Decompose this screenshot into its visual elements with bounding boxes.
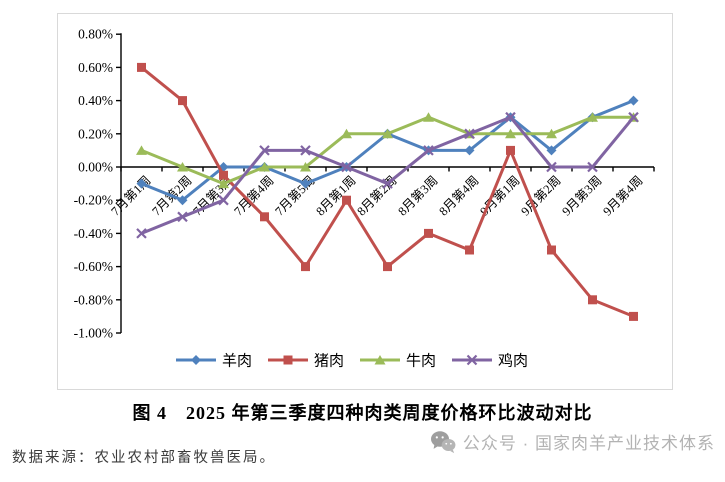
svg-text:8月第1周: 8月第1周 (313, 173, 358, 218)
svg-text:8月第3周: 8月第3周 (395, 173, 440, 218)
svg-text:0.20%: 0.20% (78, 126, 113, 141)
svg-text:鸡肉: 鸡肉 (498, 353, 528, 370)
svg-text:9月第2周: 9月第2周 (518, 173, 563, 218)
svg-text:9月第4周: 9月第4周 (600, 173, 645, 218)
watermark-text: 公众号 · 国家肉羊产业技术体系 (462, 434, 715, 453)
svg-text:0.40%: 0.40% (78, 93, 113, 108)
svg-text:-0.60%: -0.60% (74, 259, 113, 274)
source-note: 数据来源：农业农村部畜牧兽医局。 (12, 450, 276, 466)
svg-text:-0.80%: -0.80% (74, 292, 113, 307)
svg-text:7月第4周: 7月第4周 (231, 173, 276, 218)
svg-text:牛肉: 牛肉 (406, 353, 436, 370)
svg-text:猪肉: 猪肉 (314, 353, 344, 370)
watermark: 公众号 · 国家肉羊产业技术体系 (430, 429, 715, 454)
svg-text:0.80%: 0.80% (78, 27, 113, 42)
svg-text:8月第4周: 8月第4周 (436, 173, 481, 218)
line-chart-svg: 0.80% 0.60% 0.40% 0.20% 0.00% -0.20% -0.40% -0.… (74, 27, 655, 370)
svg-text:-0.20%: -0.20% (74, 193, 113, 208)
svg-text:0.60%: 0.60% (78, 60, 113, 75)
svg-text:-0.40%: -0.40% (74, 226, 113, 241)
svg-text:9月第3周: 9月第3周 (559, 173, 604, 218)
chart-caption: 图 4 2025 年第三季度四种肉类周度价格环比波动对比 (132, 403, 593, 423)
chart-frame: 0.80% 0.60% 0.40% 0.20% 0.00% -0.20% -0.40% -0.… (57, 13, 673, 390)
wechat-icon (430, 430, 456, 453)
svg-text:0.00%: 0.00% (78, 160, 113, 175)
svg-text:7月第1周: 7月第1周 (108, 173, 153, 218)
svg-text:-1.00%: -1.00% (74, 326, 113, 341)
svg-text:羊肉: 羊肉 (222, 353, 252, 370)
